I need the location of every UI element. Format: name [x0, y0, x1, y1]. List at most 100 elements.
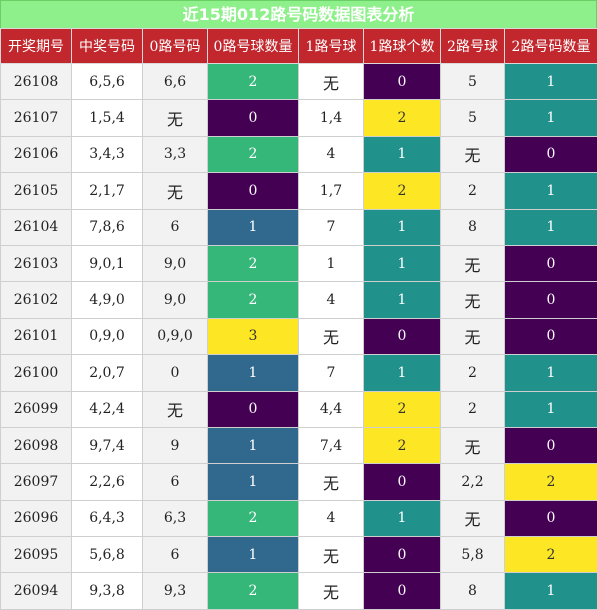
- analysis-table: 开奖期号 中奖号码 0路号码 0路号球数量 1路号球 1路球个数 2路号球 2路…: [0, 28, 597, 610]
- route2-count-cell: 0: [504, 281, 597, 319]
- issue-cell: 26102: [0, 281, 72, 319]
- route1-count-cell: 2: [363, 390, 441, 428]
- header-row: 开奖期号 中奖号码 0路号码 0路号球数量 1路号球 1路球个数 2路号球 2路…: [0, 28, 597, 64]
- table-row: 26099 4,2,4 无 0 4,4 2 2 1: [0, 390, 597, 428]
- winning-number-cell: 7,8,6: [71, 208, 143, 246]
- winning-number-cell: 9,0,1: [71, 244, 143, 283]
- issue-cell: 26095: [0, 536, 72, 574]
- route0-numbers-cell: 无: [142, 99, 208, 137]
- route2-count-cell: 1: [504, 390, 597, 428]
- table-row: 26105 2,1,7 无 0 1,7 2 2 1: [0, 172, 597, 210]
- route0-numbers-cell: 6: [142, 536, 208, 574]
- route2-numbers-cell: 5,8: [440, 536, 505, 574]
- route1-count-cell: 1: [363, 208, 441, 246]
- route2-numbers-cell: 8: [440, 572, 505, 610]
- table-row: 26094 9,3,8 9,3 2 无 0 8 1: [0, 572, 597, 610]
- route1-numbers-cell: 无: [298, 62, 364, 101]
- route1-count-cell: 1: [363, 244, 441, 283]
- route1-numbers-cell: 4: [298, 135, 364, 174]
- route1-count-cell: 0: [363, 536, 441, 574]
- header-route2-numbers: 2路号球: [440, 28, 505, 64]
- route2-count-cell: 1: [504, 172, 597, 210]
- route0-numbers-cell: 0: [142, 354, 208, 392]
- route1-numbers-cell: 无: [298, 572, 364, 610]
- route1-numbers-cell: 7,4: [298, 426, 364, 465]
- route1-count-cell: 1: [363, 499, 441, 538]
- table-row: 26095 5,6,8 6 1 无 0 5,8 2: [0, 536, 597, 574]
- route2-count-cell: 1: [504, 62, 597, 101]
- winning-number-cell: 4,2,4: [71, 390, 143, 428]
- route0-count-cell: 2: [207, 135, 299, 174]
- route1-numbers-cell: 4: [298, 281, 364, 319]
- route0-numbers-cell: 0,9,0: [142, 317, 208, 356]
- route2-count-cell: 0: [504, 135, 597, 174]
- winning-number-cell: 2,1,7: [71, 172, 143, 210]
- route2-numbers-cell: 2: [440, 390, 505, 428]
- winning-number-cell: 0,9,0: [71, 317, 143, 356]
- winning-number-cell: 6,5,6: [71, 62, 143, 101]
- issue-cell: 26108: [0, 62, 72, 101]
- issue-cell: 26097: [0, 463, 72, 501]
- table-row: 26106 3,4,3 3,3 2 4 1 无 0: [0, 135, 597, 174]
- winning-number-cell: 6,4,3: [71, 499, 143, 538]
- issue-cell: 26101: [0, 317, 72, 356]
- header-winning-number: 中奖号码: [71, 28, 143, 64]
- route2-count-cell: 2: [504, 536, 597, 574]
- route1-numbers-cell: 无: [298, 536, 364, 574]
- table-row: 26108 6,5,6 6,6 2 无 0 5 1: [0, 62, 597, 101]
- header-route2-count: 2路号码数量: [504, 28, 597, 64]
- issue-cell: 26100: [0, 354, 72, 392]
- header-route1-numbers: 1路号球: [298, 28, 364, 64]
- route2-numbers-cell: 8: [440, 208, 505, 246]
- route2-numbers-cell: 2,2: [440, 463, 505, 501]
- route0-count-cell: 1: [207, 426, 299, 465]
- route0-numbers-cell: 6,6: [142, 62, 208, 101]
- route0-count-cell: 1: [207, 354, 299, 392]
- route0-count-cell: 1: [207, 463, 299, 501]
- route0-count-cell: 1: [207, 536, 299, 574]
- winning-number-cell: 2,0,7: [71, 354, 143, 392]
- table-row: 26096 6,4,3 6,3 2 4 1 无 0: [0, 499, 597, 538]
- route1-numbers-cell: 1,7: [298, 172, 364, 210]
- route2-count-cell: 1: [504, 354, 597, 392]
- route0-numbers-cell: 6: [142, 208, 208, 246]
- route2-numbers-cell: 5: [440, 62, 505, 101]
- route1-count-cell: 0: [363, 463, 441, 501]
- route0-count-cell: 2: [207, 281, 299, 319]
- route2-count-cell: 2: [504, 463, 597, 501]
- route2-numbers-cell: 无: [440, 317, 505, 356]
- route2-numbers-cell: 无: [440, 135, 505, 174]
- route2-count-cell: 1: [504, 99, 597, 137]
- route0-count-cell: 1: [207, 208, 299, 246]
- route1-count-cell: 0: [363, 317, 441, 356]
- route2-numbers-cell: 5: [440, 99, 505, 137]
- table-row: 26100 2,0,7 0 1 7 1 2 1: [0, 354, 597, 392]
- route0-count-cell: 0: [207, 390, 299, 428]
- winning-number-cell: 1,5,4: [71, 99, 143, 137]
- issue-cell: 26099: [0, 390, 72, 428]
- route1-count-cell: 0: [363, 572, 441, 610]
- route1-count-cell: 2: [363, 426, 441, 465]
- route1-numbers-cell: 1,4: [298, 99, 364, 137]
- route0-count-cell: 0: [207, 172, 299, 210]
- route2-numbers-cell: 2: [440, 172, 505, 210]
- route1-count-cell: 1: [363, 135, 441, 174]
- header-route1-count: 1路球个数: [363, 28, 441, 64]
- table-row: 26107 1,5,4 无 0 1,4 2 5 1: [0, 99, 597, 137]
- route0-numbers-cell: 9: [142, 426, 208, 465]
- winning-number-cell: 9,3,8: [71, 572, 143, 610]
- route1-numbers-cell: 无: [298, 317, 364, 356]
- route0-numbers-cell: 6,3: [142, 499, 208, 538]
- route1-numbers-cell: 4,4: [298, 390, 364, 428]
- header-route0-count: 0路号球数量: [207, 28, 299, 64]
- issue-cell: 26107: [0, 99, 72, 137]
- route0-numbers-cell: 6: [142, 463, 208, 501]
- route2-count-cell: 1: [504, 208, 597, 246]
- issue-cell: 26104: [0, 208, 72, 246]
- route2-numbers-cell: 无: [440, 244, 505, 283]
- winning-number-cell: 5,6,8: [71, 536, 143, 574]
- route0-count-cell: 0: [207, 99, 299, 137]
- route2-count-cell: 0: [504, 317, 597, 356]
- winning-number-cell: 4,9,0: [71, 281, 143, 319]
- route1-numbers-cell: 7: [298, 354, 364, 392]
